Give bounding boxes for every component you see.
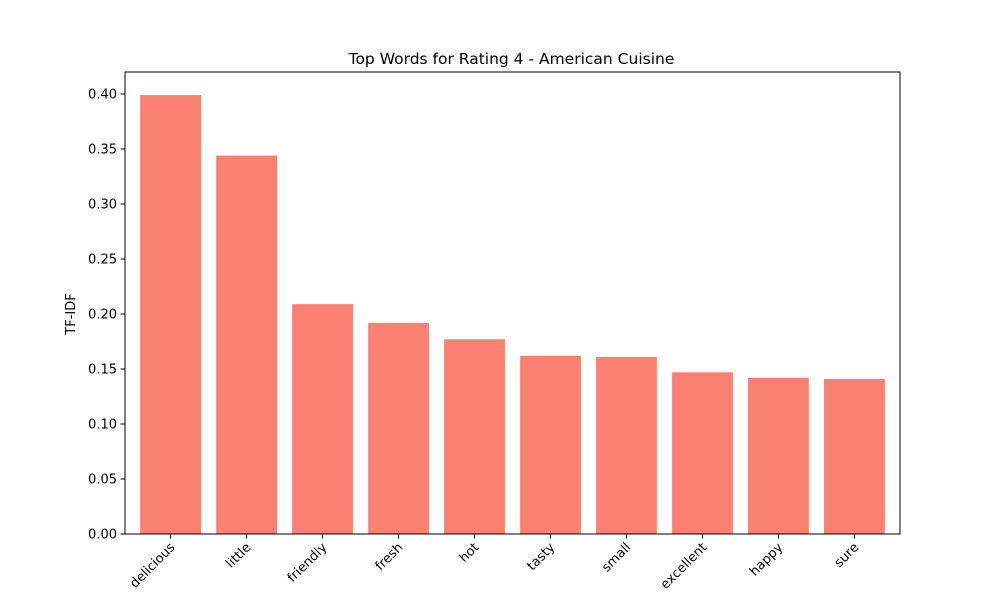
x-tick-label: hot xyxy=(457,540,483,566)
plot-area: 0.00 0.05 0.10 0.15 0.20 0.25 0.30 0.35 0.40 deli… xyxy=(88,71,901,593)
x-tick-label: friendly xyxy=(285,540,331,586)
chart-title: Top Words for Rating 4 - American Cuisin… xyxy=(348,50,675,68)
y-tick-label: 0.40 xyxy=(88,88,117,103)
x-tick-label: delicious xyxy=(127,540,178,591)
x-tick-label: small xyxy=(599,540,634,575)
axes-frame xyxy=(124,71,901,535)
bar-fresh xyxy=(368,322,429,534)
bar-sure xyxy=(824,378,885,534)
bar-tasty xyxy=(520,355,581,534)
bar-excellent xyxy=(672,372,733,534)
bar-small xyxy=(596,356,657,534)
y-tick-label: 0.35 xyxy=(88,143,117,158)
bar-little xyxy=(216,155,277,534)
y-tick-label: 0.05 xyxy=(88,473,117,488)
bar-friendly xyxy=(292,304,353,534)
y-tick-label: 0.30 xyxy=(88,198,117,213)
y-tick-label: 0.10 xyxy=(88,418,117,433)
bar-delicious xyxy=(140,95,201,534)
x-tick-label: little xyxy=(223,540,254,571)
y-tick-label: 0.00 xyxy=(88,528,117,543)
y-axis-label: TF-IDF xyxy=(64,293,79,335)
x-tick-label: happy xyxy=(747,540,786,579)
bar-hot xyxy=(444,339,505,534)
bar-happy xyxy=(748,377,809,534)
y-tick-label: 0.25 xyxy=(88,253,117,268)
y-tick-label: 0.15 xyxy=(88,363,117,378)
x-tick-label: tasty xyxy=(525,540,559,574)
y-tick-label: 0.20 xyxy=(88,308,117,323)
x-tick-label: fresh xyxy=(373,540,407,574)
x-tick-label: sure xyxy=(832,540,862,570)
x-tick-label: excellent xyxy=(658,540,710,592)
